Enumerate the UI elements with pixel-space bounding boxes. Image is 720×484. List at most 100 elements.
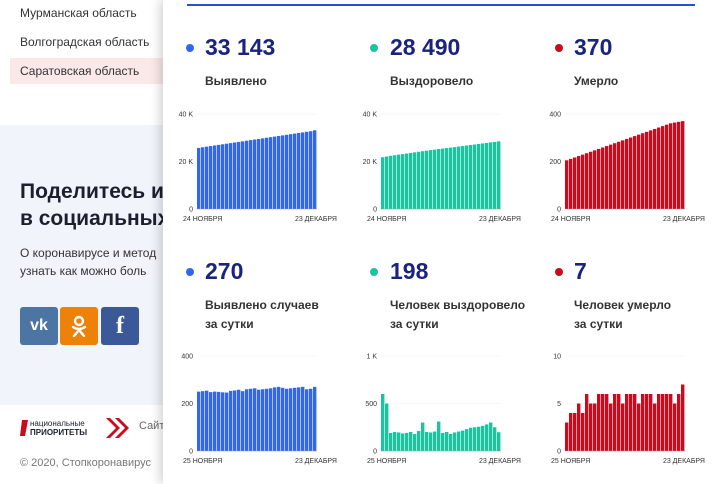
- bar: [269, 388, 273, 451]
- bar: [673, 403, 677, 451]
- recovered-day-value: 198: [390, 258, 429, 284]
- y-tick-label: 20 K: [179, 159, 194, 166]
- y-tick-label: 200: [181, 401, 193, 408]
- recovered-day-dot: [370, 268, 378, 276]
- bar: [589, 403, 593, 451]
- y-tick-label: 1 K: [366, 354, 377, 361]
- bar: [449, 433, 453, 451]
- bar: [289, 388, 293, 451]
- y-tick-label: 0: [189, 449, 193, 456]
- bar: [229, 390, 233, 451]
- y-tick-label: 200: [549, 159, 561, 166]
- bar: [477, 426, 481, 451]
- bar: [413, 152, 417, 209]
- bar: [385, 403, 389, 451]
- died-day-value: 7: [574, 258, 587, 284]
- bar: [277, 135, 281, 209]
- bar: [625, 138, 629, 209]
- bar: [285, 388, 289, 451]
- bar: [637, 403, 641, 451]
- bar: [389, 432, 393, 451]
- bar: [245, 140, 249, 209]
- recovered-value: 28 490: [390, 34, 461, 60]
- bar: [637, 134, 641, 209]
- bar: [281, 135, 285, 209]
- bar: [381, 394, 385, 451]
- detected-day-label: Выявлено случаев за сутки: [205, 296, 319, 334]
- site-link[interactable]: Сайт: [139, 420, 165, 432]
- bar: [233, 390, 237, 451]
- bar: [237, 389, 241, 451]
- bar: [649, 394, 653, 451]
- bar: [461, 146, 465, 209]
- bar: [601, 147, 605, 209]
- bar: [301, 132, 305, 209]
- y-tick-label: 20 K: [363, 159, 378, 166]
- bar: [497, 432, 501, 451]
- bar: [665, 124, 669, 209]
- stats-modal: 33 143 Выявлено 28 490 Выздоровело 370 У…: [163, 0, 720, 484]
- bar: [213, 145, 217, 209]
- recovered-label: Выздоровело: [390, 74, 474, 88]
- x-label-start: 25 НОЯБРЯ: [551, 458, 590, 465]
- y-tick-label: 10: [553, 354, 561, 361]
- bar: [309, 388, 313, 451]
- bar: [569, 158, 573, 209]
- bar: [253, 139, 257, 209]
- x-label-start: 25 НОЯБРЯ: [183, 458, 222, 465]
- bar: [633, 394, 637, 451]
- bar: [593, 403, 597, 451]
- bar: [221, 144, 225, 209]
- bar: [457, 146, 461, 209]
- bar: [429, 432, 433, 451]
- bar: [465, 429, 469, 451]
- national-priorities-logo[interactable]: [20, 414, 135, 442]
- bar: [613, 143, 617, 209]
- detected-value: 33 143: [205, 34, 276, 60]
- region-item-volgograd[interactable]: Волгоградская область: [20, 35, 150, 49]
- x-label-end: 23 ДЕКАБРЯ: [479, 458, 521, 465]
- bar: [613, 394, 617, 451]
- bar: [497, 141, 501, 209]
- bar: [209, 392, 213, 451]
- detected-day-dot: [186, 268, 194, 276]
- vk-share-button[interactable]: vk: [20, 307, 58, 345]
- vk-icon: vk: [30, 317, 48, 334]
- national-priorities-text: национальные ПРИОРИТЕТЫ: [30, 419, 87, 437]
- bar: [421, 422, 425, 451]
- bar: [621, 140, 625, 209]
- bar: [197, 391, 201, 451]
- modal-top-line: [187, 4, 695, 6]
- bar: [597, 394, 601, 451]
- bar: [641, 394, 645, 451]
- bar: [305, 131, 309, 209]
- bar: [261, 138, 265, 209]
- region-item-murmansk[interactable]: Мурманская область: [20, 6, 137, 20]
- bar: [645, 131, 649, 209]
- bar: [229, 143, 233, 209]
- facebook-share-button[interactable]: f: [101, 307, 139, 345]
- bar: [633, 136, 637, 209]
- bar: [401, 433, 405, 451]
- bar: [429, 150, 433, 209]
- bar: [437, 421, 441, 451]
- bar: [313, 130, 317, 209]
- ok-share-button[interactable]: ok: [60, 307, 98, 345]
- bar: [221, 392, 225, 451]
- chart-recovered-total: 0 20 K 40 K 24 НОЯБРЯ 23 ДЕКАБРЯ: [363, 112, 521, 224]
- bar: [393, 432, 397, 451]
- bar: [257, 389, 261, 451]
- chart-died-total: 0 200 400 24 НОЯБРЯ 23 ДЕКАБРЯ: [549, 112, 705, 224]
- x-label-start: 24 НОЯБРЯ: [551, 216, 590, 223]
- x-label-end: 23 ДЕКАБРЯ: [663, 216, 705, 223]
- bar: [489, 422, 493, 451]
- region-item-saratov[interactable]: Саратовская область: [10, 58, 168, 84]
- bar: [265, 388, 269, 451]
- bar: [481, 425, 485, 451]
- bar: [665, 394, 669, 451]
- share-title-line1: Поделитесь и: [20, 180, 164, 203]
- bar: [401, 154, 405, 209]
- chart-detected-total: 0 20 K 40 K 24 НОЯБРЯ 23 ДЕКАБРЯ: [179, 112, 337, 224]
- bar: [289, 134, 293, 209]
- bar: [225, 392, 229, 451]
